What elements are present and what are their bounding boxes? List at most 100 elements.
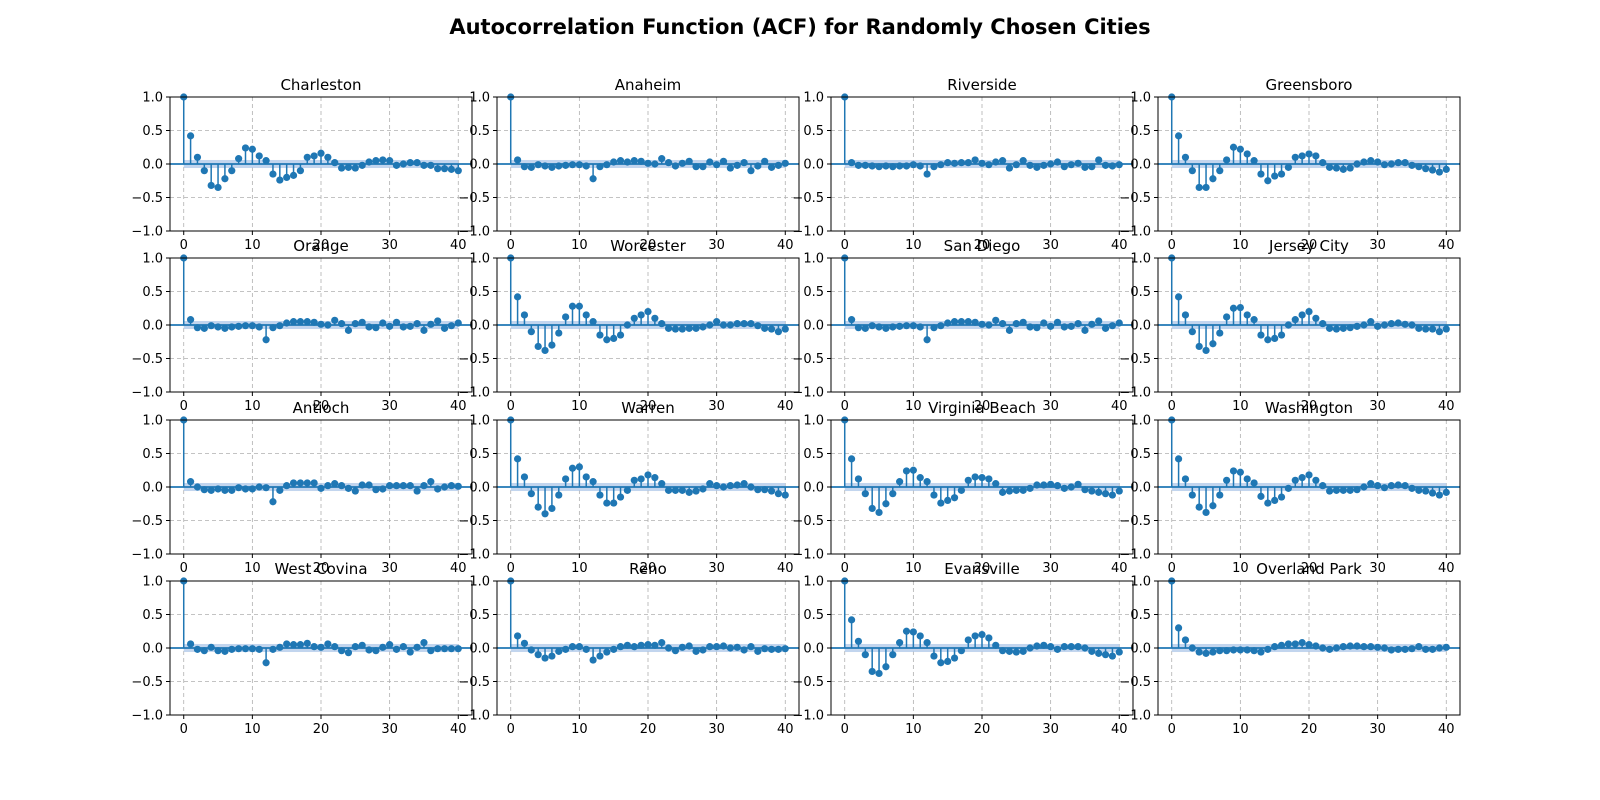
acf-point — [1223, 647, 1231, 655]
x-tick-label: 0 — [1168, 722, 1176, 737]
acf-point — [1223, 156, 1231, 164]
acf-point — [379, 319, 387, 327]
acf-point — [1108, 322, 1117, 330]
acf-point — [1332, 644, 1341, 652]
acf-point — [692, 163, 700, 171]
acf-point — [937, 322, 945, 330]
acf-point — [568, 302, 577, 310]
x-tick-label: 10 — [905, 399, 922, 414]
acf-point — [1291, 476, 1299, 484]
acf-point — [875, 508, 883, 517]
acf-point — [214, 485, 222, 493]
acf-point — [1060, 323, 1068, 331]
acf-point — [1353, 642, 1361, 650]
y-tick-label: −0.5 — [792, 191, 824, 206]
acf-point — [193, 324, 202, 332]
acf-point — [1401, 159, 1409, 167]
acf-point — [1415, 163, 1423, 171]
y-tick-label: −0.5 — [131, 352, 163, 367]
x-tick-label: 0 — [841, 399, 849, 414]
acf-point — [1047, 322, 1055, 330]
acf-panel-reno: 0 10 20 30 40 −1.0 −0.5 0.0 0.5 1.0 Reno — [458, 560, 800, 737]
acf-point — [1115, 319, 1123, 327]
acf-point — [1195, 342, 1203, 351]
acf-point — [1284, 640, 1293, 648]
acf-point — [513, 455, 522, 463]
acf-point — [1174, 455, 1183, 463]
y-tick-label: −0.5 — [1119, 191, 1151, 206]
acf-point — [454, 645, 462, 653]
acf-point — [603, 161, 611, 169]
acf-point — [1026, 644, 1034, 652]
acf-point — [1243, 150, 1251, 158]
acf-point — [228, 323, 236, 331]
acf-panel-greensboro: 0 10 20 30 40 −1.0 −0.5 0.0 0.5 1.0 Greensboro — [1119, 76, 1461, 253]
acf-point — [868, 504, 876, 513]
acf-point — [1195, 183, 1203, 192]
acf-point — [854, 161, 863, 169]
y-tick-label: −1.0 — [1119, 709, 1151, 724]
acf-point — [1298, 639, 1306, 647]
acf-point — [992, 316, 1000, 324]
acf-point — [671, 325, 680, 333]
x-tick-label: 10 — [571, 399, 588, 414]
subplot-title: Virginia Beach — [928, 399, 1036, 417]
acf-point — [269, 170, 277, 178]
acf-point — [235, 155, 243, 163]
acf-point — [644, 159, 652, 167]
acf-panel-orange: 0 10 20 30 40 −1.0 −0.5 0.0 0.5 1.0 Orange — [131, 237, 473, 414]
acf-point — [406, 159, 414, 167]
acf-point — [1367, 480, 1375, 488]
acf-point — [1428, 489, 1437, 497]
acf-point — [255, 152, 263, 160]
acf-point — [1250, 157, 1258, 165]
acf-point — [1387, 646, 1395, 654]
acf-point — [733, 161, 741, 169]
acf-point — [1026, 484, 1034, 492]
x-tick-label: 20 — [1301, 561, 1318, 576]
acf-point — [1264, 645, 1272, 653]
x-tick-label: 40 — [1111, 561, 1128, 576]
acf-point — [706, 158, 714, 166]
acf-point — [1312, 314, 1320, 322]
x-tick-label: 20 — [1301, 238, 1318, 253]
x-tick-label: 40 — [1111, 722, 1128, 737]
acf-point — [1339, 486, 1347, 494]
acf-point — [1074, 643, 1082, 651]
x-tick-label: 30 — [381, 561, 398, 576]
acf-point — [610, 158, 618, 166]
acf-point — [200, 486, 208, 494]
acf-point — [534, 503, 542, 511]
acf-point — [644, 308, 652, 316]
acf-point — [331, 316, 339, 324]
acf-point — [221, 647, 229, 655]
acf-point — [896, 639, 904, 647]
acf-point — [1408, 484, 1416, 492]
acf-point — [1271, 172, 1279, 180]
y-tick-label: 0.5 — [803, 447, 824, 462]
acf-point — [692, 324, 700, 332]
y-tick-label: 0.0 — [469, 642, 490, 657]
acf-point — [985, 475, 993, 483]
x-tick-label: 20 — [974, 399, 991, 414]
acf-point — [1229, 143, 1238, 151]
acf-point — [937, 659, 945, 667]
acf-point — [596, 652, 604, 660]
acf-point — [1040, 481, 1048, 489]
acf-point — [413, 320, 421, 328]
acf-point — [241, 322, 250, 330]
acf-point — [1081, 486, 1089, 494]
acf-point — [726, 164, 734, 172]
acf-point — [1012, 486, 1020, 494]
acf-point — [1422, 165, 1430, 173]
acf-point — [699, 646, 707, 654]
acf-point — [678, 325, 686, 333]
x-tick-label: 10 — [905, 238, 922, 253]
acf-point — [1428, 166, 1437, 174]
acf-point — [1195, 648, 1203, 656]
acf-point — [447, 322, 456, 330]
acf-point — [1257, 170, 1265, 178]
acf-point — [520, 311, 529, 319]
acf-point — [882, 500, 890, 508]
x-tick-label: 20 — [313, 238, 330, 253]
